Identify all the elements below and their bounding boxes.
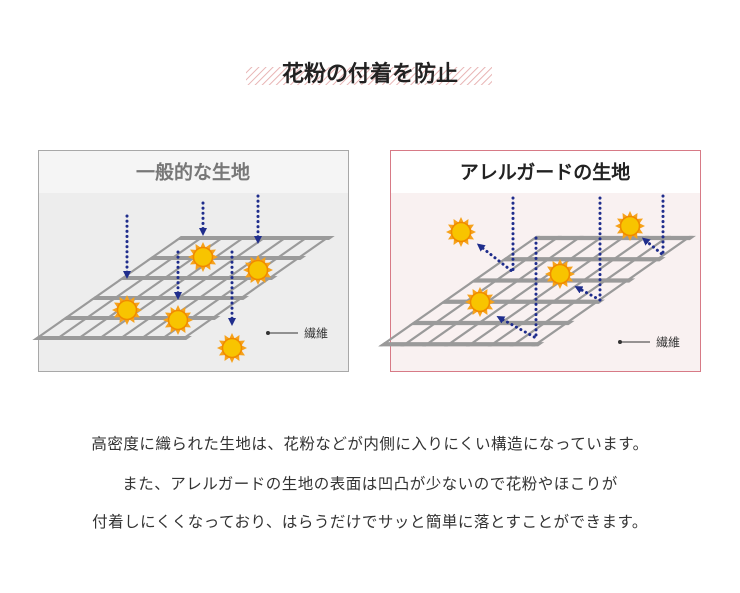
fiber-label: 繊維 — [304, 327, 328, 341]
panel-header — [391, 151, 700, 193]
panel-title: 一般的な生地 — [136, 161, 250, 184]
title-underline — [246, 67, 492, 85]
title: 花粉の付着を防止 — [282, 61, 458, 87]
leader-dot — [618, 340, 622, 344]
arrows — [123, 194, 262, 326]
leader-dot — [266, 331, 270, 335]
fiber-label: 繊維 — [656, 336, 680, 350]
arrows — [476, 194, 665, 341]
panel-title: アレルガードの生地 — [460, 161, 630, 184]
description-line: 高密度に織られた生地は、花粉などが内側に入りにくい構造になっています。 — [91, 435, 649, 453]
description-line: 付着しにくくなっており、はらうだけでサッと簡単に落とすことができます。 — [92, 513, 648, 531]
panel-header — [39, 151, 348, 193]
description-line: また、アレルガードの生地の表面は凹凸が少ないので花粉やほこりが — [122, 475, 618, 493]
